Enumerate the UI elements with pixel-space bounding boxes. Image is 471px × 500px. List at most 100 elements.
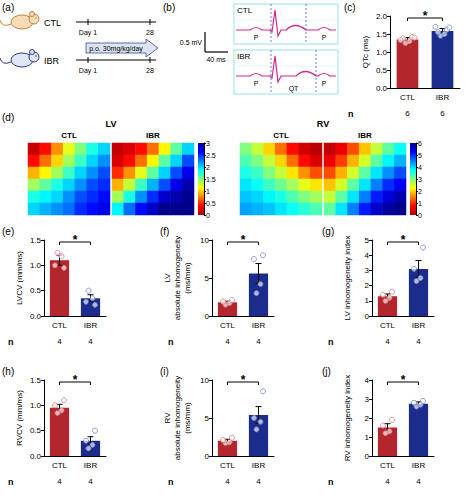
svg-text:3: 3 [418, 176, 422, 183]
svg-text:CTL: CTL [273, 131, 289, 140]
svg-text:absolute inhomogeneity: absolute inhomogeneity [173, 236, 182, 321]
svg-text:28: 28 [146, 29, 154, 36]
svg-text:IBR: IBR [146, 131, 160, 140]
svg-text:P: P [322, 80, 327, 87]
svg-text:0.5: 0.5 [206, 200, 216, 207]
svg-text:P: P [254, 80, 259, 87]
svg-text:2.0: 2.0 [376, 12, 388, 21]
svg-text:0: 0 [205, 312, 210, 321]
svg-text:2: 2 [365, 281, 370, 290]
svg-text:6: 6 [418, 140, 422, 147]
svg-text:CTL: CTL [220, 321, 236, 330]
svg-text:*: * [73, 373, 78, 387]
svg-text:1: 1 [418, 200, 422, 207]
svg-text:Day 1: Day 1 [79, 67, 97, 75]
svg-text:4: 4 [88, 477, 93, 486]
svg-text:4: 4 [256, 477, 261, 486]
svg-text:0.5 mV: 0.5 mV [180, 39, 203, 46]
svg-text:5: 5 [205, 414, 210, 423]
svg-text:2.5: 2.5 [206, 152, 216, 159]
svg-text:IBR: IBR [436, 93, 450, 102]
svg-text:0.5: 0.5 [30, 286, 42, 295]
svg-text:(a): (a) [2, 2, 14, 13]
svg-text:4: 4 [88, 337, 93, 346]
svg-text:40 ms: 40 ms [206, 56, 226, 63]
svg-text:(d): (d) [2, 112, 14, 123]
svg-text:6: 6 [405, 109, 410, 118]
svg-text:2: 2 [418, 188, 422, 195]
svg-text:6: 6 [440, 109, 445, 118]
svg-text:*: * [73, 233, 78, 247]
svg-text:0: 0 [365, 312, 370, 321]
svg-text:4: 4 [416, 337, 421, 346]
svg-text:*: * [423, 9, 428, 23]
svg-text:4: 4 [385, 477, 390, 486]
svg-text:IBR: IBR [84, 461, 98, 470]
svg-text:p.o. 30mg/kg/day: p.o. 30mg/kg/day [89, 45, 143, 53]
svg-text:4: 4 [385, 337, 390, 346]
svg-text:1.5: 1.5 [376, 30, 388, 39]
svg-text:28: 28 [146, 67, 154, 74]
svg-text:1: 1 [365, 433, 370, 442]
svg-text:IBR: IBR [252, 321, 266, 330]
svg-text:1.5: 1.5 [30, 376, 42, 385]
svg-text:10: 10 [200, 376, 209, 385]
svg-text:n: n [8, 337, 14, 347]
svg-text:RV inhomogeneity index: RV inhomogeneity index [343, 375, 352, 462]
svg-text:IBR: IBR [412, 321, 426, 330]
svg-text:1.5: 1.5 [206, 176, 216, 183]
svg-text:(c): (c) [344, 2, 356, 13]
svg-text:4: 4 [365, 251, 370, 260]
svg-text:3: 3 [365, 266, 370, 275]
svg-text:CTL: CTL [380, 321, 396, 330]
svg-text:*: * [401, 373, 406, 387]
svg-text:RV: RV [317, 119, 329, 129]
svg-text:QT: QT [289, 85, 299, 93]
svg-text:P: P [254, 34, 259, 41]
svg-text:4: 4 [365, 376, 370, 385]
svg-text:4: 4 [225, 477, 230, 486]
svg-text:P: P [322, 34, 327, 41]
svg-text:CTL: CTL [61, 131, 77, 140]
svg-text:0.5: 0.5 [376, 66, 388, 75]
svg-text:IBR: IBR [84, 321, 98, 330]
svg-text:IBR: IBR [237, 52, 251, 61]
svg-text:absolute inhomogeneity: absolute inhomogeneity [173, 376, 182, 461]
svg-text:Day 1: Day 1 [79, 29, 97, 37]
svg-text:5: 5 [205, 274, 210, 283]
svg-text:(h): (h) [2, 366, 14, 377]
svg-text:RV: RV [163, 412, 172, 424]
svg-text:IBR: IBR [412, 461, 426, 470]
svg-text:*: * [241, 233, 246, 247]
svg-text:3: 3 [365, 395, 370, 404]
svg-text:4: 4 [225, 337, 230, 346]
svg-text:(ms/mm): (ms/mm) [183, 402, 192, 434]
svg-text:LV inhomogeneity index: LV inhomogeneity index [343, 236, 352, 321]
svg-text:CTL: CTL [52, 461, 68, 470]
svg-text:CTL: CTL [44, 18, 61, 28]
svg-text:4: 4 [418, 164, 422, 171]
svg-text:4: 4 [57, 477, 62, 486]
svg-text:LV: LV [106, 119, 117, 129]
svg-text:LVCV (mm/ms): LVCV (mm/ms) [15, 251, 24, 305]
svg-text:1.5: 1.5 [30, 236, 42, 245]
svg-text:(e): (e) [2, 226, 14, 237]
svg-text:2: 2 [365, 414, 370, 423]
svg-text:1.0: 1.0 [30, 261, 42, 270]
svg-text:5: 5 [418, 152, 422, 159]
svg-text:1.0: 1.0 [376, 48, 388, 57]
svg-text:3: 3 [206, 140, 210, 147]
svg-text:0: 0 [418, 212, 422, 219]
svg-text:(j): (j) [322, 366, 331, 377]
svg-text:0.0: 0.0 [30, 452, 42, 461]
svg-text:n: n [328, 477, 334, 487]
svg-text:0: 0 [365, 452, 370, 461]
svg-text:(f): (f) [160, 226, 169, 237]
svg-text:2: 2 [206, 164, 210, 171]
svg-text:CTL: CTL [52, 321, 68, 330]
svg-text:(ms/mm): (ms/mm) [183, 262, 192, 294]
svg-text:0: 0 [205, 452, 210, 461]
svg-text:0: 0 [206, 212, 210, 219]
svg-text:n: n [348, 109, 354, 119]
svg-text:0.5: 0.5 [30, 426, 42, 435]
